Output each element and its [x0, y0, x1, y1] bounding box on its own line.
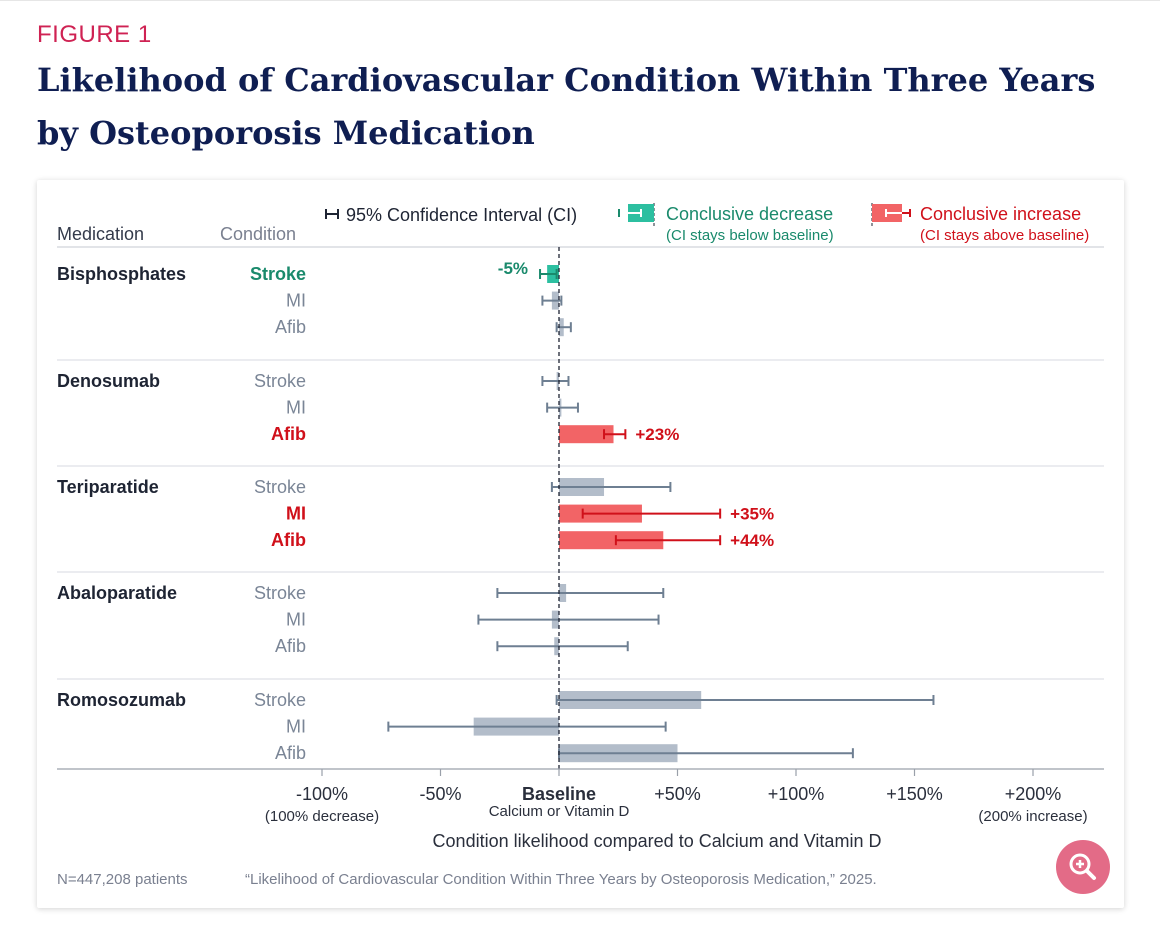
confidence-interval: [603, 429, 627, 440]
chart-row: Stroke: [254, 690, 935, 710]
decrease-legend-icon: [618, 203, 655, 226]
figure-label: FIGURE 1: [37, 21, 152, 48]
condition-label: Stroke: [254, 690, 306, 710]
legend: 95% Confidence Interval (CI) Conclusive …: [325, 203, 1089, 244]
confidence-interval: [614, 535, 722, 546]
value-bar: [559, 531, 664, 550]
column-header-medication: Medication: [57, 224, 144, 244]
confidence-interval: [555, 695, 935, 705]
confidence-interval: [541, 295, 563, 306]
condition-label: Stroke: [254, 583, 306, 603]
figure-title: Likelihood of Cardiovascular Condition W…: [37, 61, 1096, 152]
x-axis-ticks: -100% -50% Baseline +50% +100% +150% +200%: [296, 769, 1061, 804]
x-tick-label: -100%: [296, 784, 348, 804]
condition-label: Afib: [271, 530, 306, 550]
value-label: -5%: [498, 259, 528, 278]
medication-group: Teriparatide Stroke MI +35% Afib +44%: [57, 465, 1104, 550]
medication-label: Bisphosphates: [57, 264, 186, 284]
confidence-interval: [496, 588, 665, 598]
ci-legend-icon: [325, 209, 339, 219]
right-axis-note: (200% increase): [978, 808, 1087, 825]
condition-label: Stroke: [254, 371, 306, 391]
column-header-condition: Condition: [220, 224, 296, 244]
x-tick-label: Baseline: [522, 784, 596, 804]
legend-decrease-label: Conclusive decrease: [666, 204, 833, 224]
footer-sample-size: N=447,208 patients: [57, 871, 188, 888]
condition-label: Afib: [275, 636, 306, 656]
condition-label: MI: [286, 398, 306, 418]
chart-row: Stroke: [254, 583, 665, 603]
x-tick-label: -50%: [419, 784, 461, 804]
confidence-interval: [539, 269, 558, 279]
chart-row: MI: [286, 398, 579, 418]
confidence-interval: [541, 376, 570, 386]
confidence-interval: [581, 508, 722, 519]
legend-increase-label: Conclusive increase: [920, 204, 1081, 224]
confidence-interval: [496, 641, 629, 652]
medication-group: Denosumab Stroke MI Afib +23%: [57, 359, 1104, 444]
condition-label: Afib: [271, 424, 306, 444]
chart-row: Afib +44%: [271, 530, 774, 550]
condition-label: Stroke: [254, 477, 306, 497]
medication-label: Abaloparatide: [57, 583, 177, 603]
chart-row: MI: [286, 610, 660, 630]
medication-label: Romosozumab: [57, 690, 186, 710]
condition-label: MI: [286, 504, 306, 524]
confidence-interval: [546, 402, 579, 413]
x-axis-title: Condition likelihood compared to Calcium…: [433, 831, 882, 851]
chart-row: Stroke: [254, 371, 570, 391]
chart-rows: Bisphosphates Stroke -5% MI Afib Denosumab Str…: [57, 259, 1104, 763]
chart-row: MI: [286, 291, 563, 311]
zoom-in-icon: [1069, 853, 1096, 880]
chart-row: Afib: [275, 636, 629, 656]
increase-legend-icon: [871, 203, 911, 226]
chart-row: MI +35%: [286, 504, 774, 524]
medication-group: Bisphosphates Stroke -5% MI Afib: [57, 259, 572, 337]
x-tick-label: +200%: [1005, 784, 1062, 804]
confidence-interval: [477, 614, 660, 625]
x-tick-label: +50%: [654, 784, 701, 804]
condition-label: Afib: [275, 743, 306, 763]
value-label: +35%: [730, 505, 774, 524]
legend-decrease-note: (CI stays below baseline): [666, 227, 834, 244]
chart-card: 95% Confidence Interval (CI) Conclusive …: [37, 180, 1124, 908]
footer-citation: “Likelihood of Cardiovascular Condition …: [245, 871, 877, 888]
chart-row: Afib: [275, 317, 572, 337]
chart-row: Stroke: [254, 477, 672, 497]
x-tick-label: +150%: [886, 784, 943, 804]
medication-label: Denosumab: [57, 371, 160, 391]
legend-ci-label: 95% Confidence Interval (CI): [346, 205, 577, 225]
top-divider: [0, 0, 1160, 1]
condition-label: Afib: [275, 317, 306, 337]
medication-label: Teriparatide: [57, 477, 159, 497]
condition-label: MI: [286, 610, 306, 630]
baseline-sublabel: Calcium or Vitamin D: [489, 803, 630, 820]
legend-increase-note: (CI stays above baseline): [920, 227, 1089, 244]
forest-chart: 95% Confidence Interval (CI) Conclusive …: [57, 203, 1104, 888]
confidence-interval: [387, 721, 667, 732]
chart-row: MI: [286, 717, 667, 737]
left-axis-note: (100% decrease): [265, 808, 379, 825]
value-label: +23%: [635, 425, 679, 444]
x-tick-label: +100%: [768, 784, 825, 804]
condition-label: MI: [286, 717, 306, 737]
chart-row: Afib +23%: [271, 424, 679, 444]
confidence-interval: [550, 482, 672, 492]
value-label: +44%: [730, 531, 774, 550]
condition-label: MI: [286, 291, 306, 311]
medication-group: Abaloparatide Stroke MI Afib: [57, 571, 1104, 656]
value-bar: [559, 425, 614, 444]
medication-group: Romosozumab Stroke MI Afib: [57, 678, 1104, 763]
zoom-button[interactable]: [1056, 840, 1110, 894]
chart-row: Afib: [275, 743, 854, 763]
chart-row: Stroke -5%: [250, 259, 559, 284]
condition-label: Stroke: [250, 264, 306, 284]
